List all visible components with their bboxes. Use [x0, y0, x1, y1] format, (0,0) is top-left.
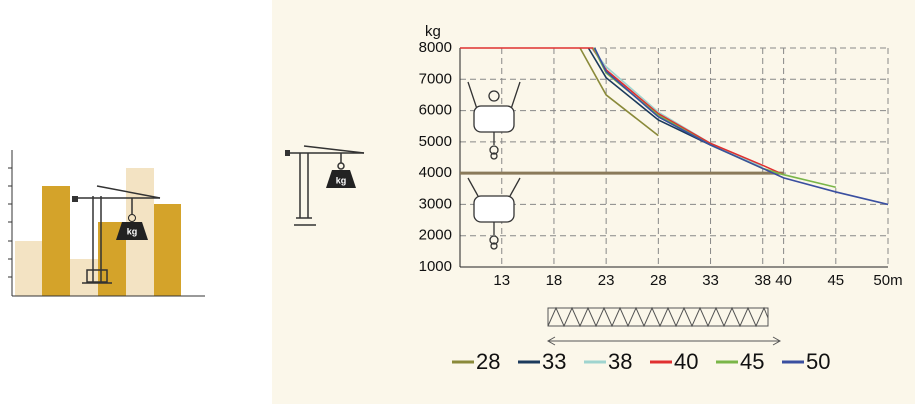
crane-icon — [287, 145, 365, 226]
x-tick-label: 13 — [493, 272, 510, 289]
series-line — [587, 47, 711, 146]
x-tick-label: 38 — [754, 272, 771, 289]
x-tick-label: 50m — [873, 272, 902, 289]
legend-label: 33 — [542, 349, 566, 374]
plot: 1000 2000 3000 4000 5000 6000 7000 8000 13 18 23 28… — [419, 23, 903, 289]
series-line — [579, 47, 659, 137]
y-axis-label: kg — [425, 23, 441, 40]
series-line — [460, 47, 784, 176]
series-line — [593, 47, 889, 206]
y-tick-label: 7000 — [419, 70, 452, 87]
jib-truss — [546, 306, 782, 346]
illustration: kg — [8, 150, 205, 297]
legend: 28 33 38 40 45 50 — [452, 349, 830, 374]
x-tick-label: 28 — [650, 272, 667, 289]
y-tick-label: 2000 — [419, 227, 452, 244]
x-tick-label: 18 — [546, 272, 563, 289]
x-tick-label: 40 — [775, 272, 792, 289]
y-tick-label: 5000 — [419, 133, 452, 150]
legend-label: 50 — [806, 349, 830, 374]
x-tick-label: 23 — [598, 272, 615, 289]
x-tick-label: 45 — [827, 272, 844, 289]
y-tick-label: 6000 — [419, 102, 452, 119]
hook-icon — [467, 81, 521, 250]
legend-label: 28 — [476, 349, 500, 374]
legend-label: 40 — [674, 349, 698, 374]
legend-label: 38 — [608, 349, 632, 374]
svg-text:kg: kg — [127, 226, 138, 236]
y-tick-label: 3000 — [419, 195, 452, 212]
panel — [272, 0, 915, 404]
y-tick-label: 8000 — [419, 39, 452, 56]
legend-label: 45 — [740, 349, 764, 374]
y-tick-label: 4000 — [419, 164, 452, 181]
y-tick-label: 1000 — [419, 258, 452, 275]
svg-text:kg: kg — [336, 175, 347, 185]
x-tick-label: 33 — [702, 272, 719, 289]
